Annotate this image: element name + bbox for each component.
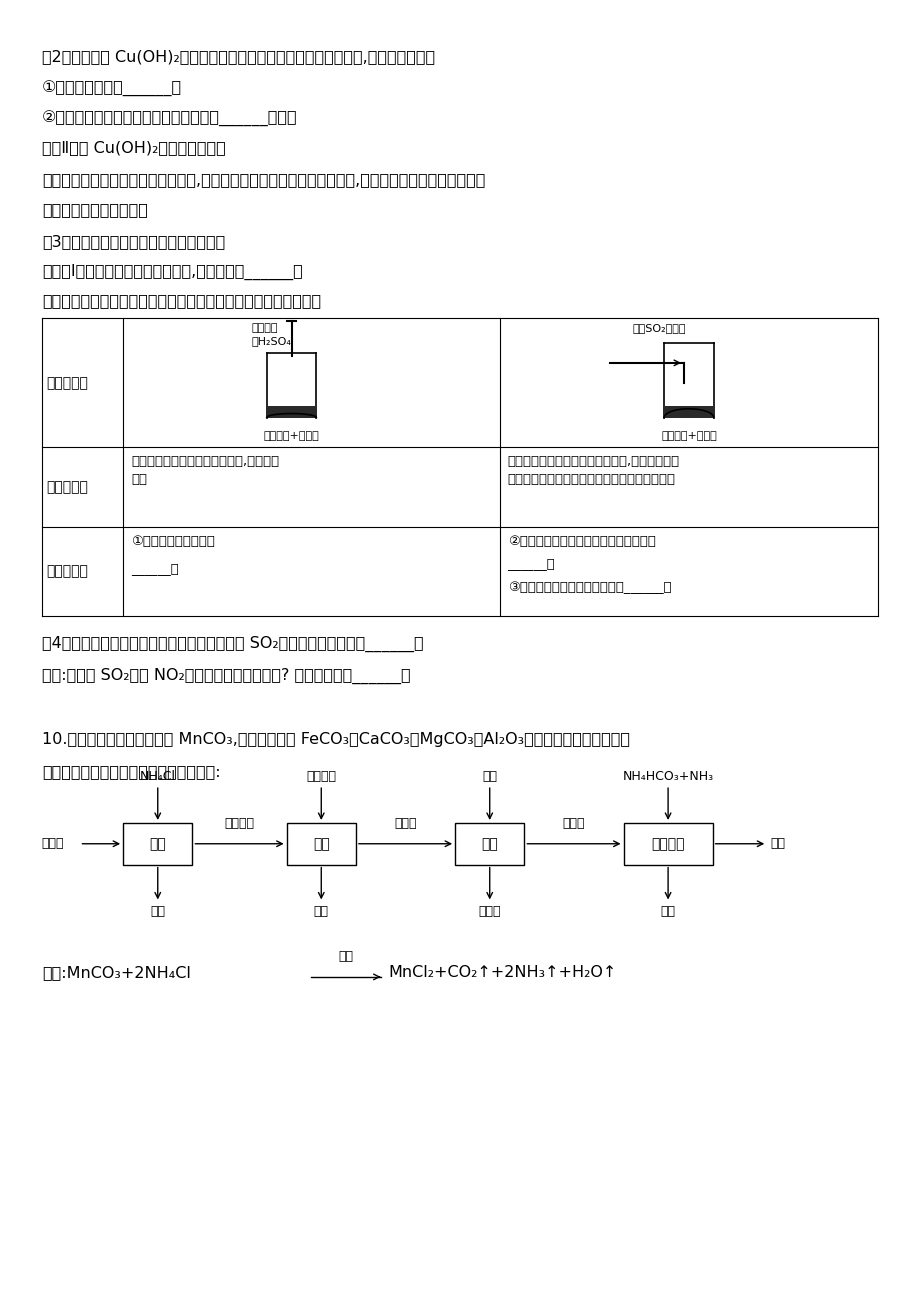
Text: 净化液: 净化液: [562, 816, 584, 829]
Text: （4）通过上述探究，写出新制氢氧化铜与过量 SO₂反应的总化学方程式______。: （4）通过上述探究，写出新制氢氧化铜与过量 SO₂反应的总化学方程式______…: [41, 637, 423, 652]
Text: ②该原理可用于检测糖尿病患者血液中的______含量。: ②该原理可用于检测糖尿病患者血液中的______含量。: [41, 111, 297, 126]
Text: MnCl₂+CO₂↑+2NH₃↑+H₂O↑: MnCl₂+CO₂↑+2NH₃↑+H₂O↑: [388, 965, 617, 980]
Text: 稀H₂SO₄: 稀H₂SO₄: [252, 336, 291, 346]
Text: 试管内紫红色固体逐渐增多，最后溶液变无色。: 试管内紫红色固体逐渐增多，最后溶液变无色。: [507, 473, 675, 486]
Text: 反思:将表中 SO₂换为 NO₂是否能观察到相同现象? 回答并解释：______。: 反思:将表中 SO₂换为 NO₂是否能观察到相同现象? 回答并解释：______…: [41, 668, 410, 684]
Text: 将所得固体分成两等份于试管中并加入少量蒸馏水进行对比实验。: 将所得固体分成两等份于试管中并加入少量蒸馏水进行对比实验。: [41, 293, 321, 309]
Text: 实验Ⅱ新制 Cu(OH)₂与二氧化硫反应: 实验Ⅱ新制 Cu(OH)₂与二氧化硫反应: [41, 141, 225, 155]
Text: 菱锰矿: 菱锰矿: [41, 837, 64, 850]
Text: 碳化结晶: 碳化结晶: [651, 837, 684, 850]
Text: ______。: ______。: [507, 557, 555, 569]
Text: 净化: 净化: [481, 837, 497, 850]
Text: 滴入过量: 滴入过量: [252, 323, 278, 333]
Text: 滤液: 滤液: [660, 905, 675, 918]
Text: 净化渣: 净化渣: [478, 905, 501, 918]
Bar: [623, 823, 712, 865]
Text: 开始红色固体缓慢变为紫红色固体,溶液呈蓝色。: 开始红色固体缓慢变为紫红色固体,溶液呈蓝色。: [507, 456, 679, 469]
Text: NH₄HCO₃+NH₃: NH₄HCO₃+NH₃: [622, 771, 713, 783]
Text: 浸渣: 浸渣: [313, 905, 328, 918]
Text: 焙烧固体: 焙烧固体: [224, 816, 255, 829]
Text: 已知:MnCO₃+2NH₄Cl: 已知:MnCO₃+2NH₄Cl: [41, 965, 190, 980]
Text: 通入SO₂至过量: 通入SO₂至过量: [631, 323, 686, 333]
Text: 红色固体+蒸馏水: 红色固体+蒸馏水: [661, 431, 716, 441]
Text: 气体: 气体: [150, 905, 165, 918]
Text: 解释及结论: 解释及结论: [47, 565, 88, 578]
Bar: [267, 406, 315, 418]
Text: 焙烧: 焙烧: [149, 837, 166, 850]
Text: NH₄Cl: NH₄Cl: [140, 771, 176, 783]
Text: 除杂: 除杂: [482, 771, 496, 783]
Text: 操作及现象: 操作及现象: [47, 480, 88, 493]
Text: 为原料制备高纯度碳酸锰的流程如图所示:: 为原料制备高纯度碳酸锰的流程如图所示:: [41, 764, 221, 780]
Text: ______。: ______。: [130, 561, 178, 574]
Text: 实验装置图: 实验装置图: [47, 376, 88, 389]
Text: 色。: 色。: [130, 473, 147, 486]
Text: ③所得无色溶液中主要阴离子为______。: ③所得无色溶液中主要阴离子为______。: [507, 582, 671, 595]
Text: 焙烧: 焙烧: [338, 950, 353, 963]
Bar: [664, 406, 712, 418]
Text: 10.某地菱锰矿的主要成分为 MnCO₃,还含有少量的 FeCO₃、CaCO₃、MgCO₃、Al₂O₃等杂质，工业上以菱锰矿: 10.某地菱锰矿的主要成分为 MnCO₃,还含有少量的 FeCO₃、CaCO₃、…: [41, 733, 630, 747]
Text: 产品: 产品: [769, 837, 784, 850]
Text: ①该实验现象说明______；: ①该实验现象说明______；: [41, 81, 182, 96]
Text: 浸取液: 浸取液: [394, 816, 416, 829]
Text: 过量盐酸: 过量盐酸: [306, 771, 336, 783]
Text: （3）探究红色沉淀转变为紫红色的原因。: （3）探究红色沉淀转变为紫红色的原因。: [41, 233, 225, 249]
Text: 酸浸: 酸浸: [312, 837, 329, 850]
Text: 红色固体很快转变为紫红色固体,溶液呈蓝: 红色固体很快转变为紫红色固体,溶液呈蓝: [130, 456, 278, 469]
Text: （2）在制得的 Cu(OH)₂悬浊液中加入稍过量葡萄糖溶液，加热煮沸,产生红色沉淀。: （2）在制得的 Cu(OH)₂悬浊液中加入稍过量葡萄糖溶液，加热煮沸,产生红色沉…: [41, 49, 435, 64]
Text: 红色固体+蒸馏水: 红色固体+蒸馏水: [264, 431, 319, 441]
Text: ②开始时红色固体颜色变化缓慢的原因是: ②开始时红色固体颜色变化缓慢的原因是: [507, 535, 654, 548]
Text: 固体，最终溶液呈无色。: 固体，最终溶液呈无色。: [41, 202, 148, 217]
Text: 将实验Ⅰ产生的红色沉淀过滤、洗涤,洗涤方法是______。: 将实验Ⅰ产生的红色沉淀过滤、洗涤,洗涤方法是______。: [41, 263, 302, 280]
Text: ①该反应的离子方程式: ①该反应的离子方程式: [130, 535, 215, 548]
Bar: [287, 823, 356, 865]
Text: 按上述方法重新制取氢氧化铜悬浊液,通入足量二氧化硫，先产生红色沉淀,然后红色沉淀逐渐变为紫红色: 按上述方法重新制取氢氧化铜悬浊液,通入足量二氧化硫，先产生红色沉淀,然后红色沉淀…: [41, 172, 484, 187]
Bar: [455, 823, 524, 865]
Bar: [123, 823, 192, 865]
